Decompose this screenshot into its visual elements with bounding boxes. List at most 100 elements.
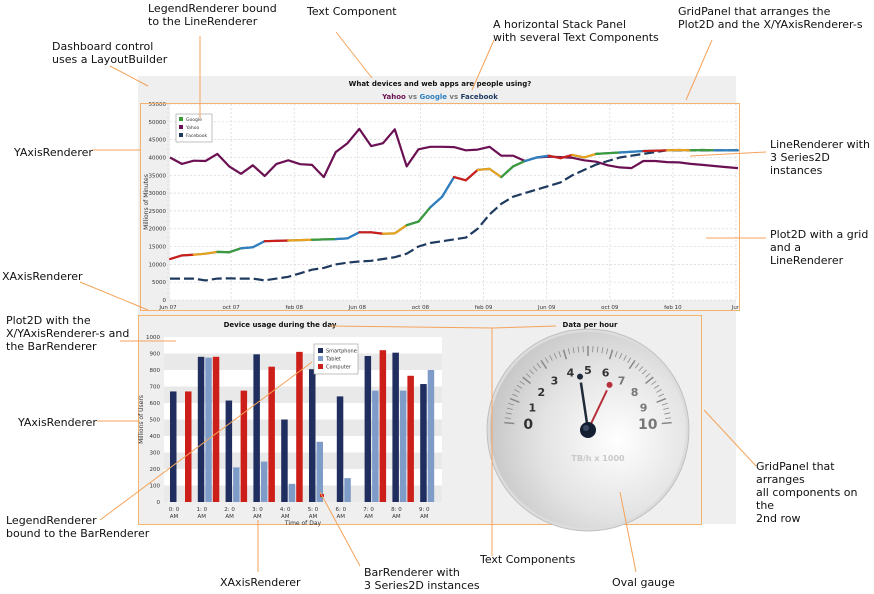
gauge-title: Data per hour [562,321,618,329]
bar-legend-label-smartphone: Smartphone [326,349,357,355]
line-xtick-label: Jun 07 [158,305,177,311]
line-legend-swatch-yahoo [179,125,183,129]
bar-ytick-label: 900 [150,352,161,358]
line-google-segment [606,151,621,155]
line-ytick-label: 10000 [149,262,167,268]
line-google-segment [559,153,574,160]
line-xtick-label: feb 09 [475,305,493,311]
gauge-tick [508,402,515,406]
annotation-gridpanel-bottom: GridPanel that arranges all components o… [756,460,858,525]
gridpanel-top-outline [140,103,740,311]
gauge-tick [645,373,651,378]
line-google-segment [571,153,586,159]
gauge-tick [661,421,672,425]
bar-smartphone-6 [336,396,344,502]
bar-computer-7 [379,350,387,502]
line-google-segment [417,206,432,223]
line-google-segment [180,253,195,257]
bar-legend-swatch-smartphone [318,348,323,353]
line-xtick-label: feb 10 [664,305,682,311]
line-ytick-label: 0 [163,298,167,304]
line-google-segment [630,149,645,153]
gauge-label-3: 3 [551,374,559,387]
bar-tablet-6 [344,478,351,502]
subtitle-yahoo: Yahoo [382,93,406,101]
gauge-label-10: 10 [638,417,658,433]
annotation-oval-gauge: Oval gauge [612,576,675,589]
gauge-label-7: 7 [618,374,626,387]
gauge-tick [601,347,604,354]
gauge-tick [656,397,667,403]
line-google-segment [429,195,444,209]
annotation-xaxis-top: XAxisRenderer [2,270,83,283]
line-series-yahoo [169,127,739,179]
gauge-tick [627,357,632,364]
gauge-tick [619,352,623,359]
gauge-tick [653,384,660,389]
annotation-stack-panel: A horizontal Stack Panel with several Te… [493,18,659,44]
bar-xtick-label: AM [420,514,429,520]
gauge-tick [506,407,513,410]
annotation-bar-renderer: BarRenderer with 3 Series2D instances [364,566,480,592]
bar-tablet-7 [372,390,379,502]
gauge-tick [558,351,562,358]
line-plot-area [170,104,738,300]
gauge-tick [511,393,518,397]
line-google-segment [168,254,183,261]
line-xtick-label: oct 07 [222,305,240,311]
gauge-tick [529,369,534,375]
line-ytick-label: 40000 [149,155,167,161]
bar-legend-label-computer: Computer [326,365,352,371]
gauge-tick [544,357,549,364]
line-google-segment [405,220,420,227]
subtitle-google: Google [419,93,447,101]
bar-xtick-label: AM [392,514,401,520]
gauge-label-2: 2 [538,386,546,399]
subtitle-vs-1: vs [405,93,420,101]
gauge-tick [509,397,520,403]
annotation-xaxis-bottom: XAxisRenderer [220,576,301,589]
line-google-segment [334,237,349,241]
gauge-tick [605,348,609,355]
gauge-tick [656,389,662,393]
line-legend-label-yahoo: Yahoo [185,125,199,131]
line-google-segment [500,165,515,179]
line-google-segment [476,167,491,172]
bar-xtick-label: 9: 0 [419,507,430,513]
gauge-tick [504,421,515,425]
dashboard-title: What devices and web apps are people usi… [348,80,532,88]
gauge-label-1: 1 [529,402,537,415]
line-ytick-label: 30000 [149,191,167,197]
gauge-label-8: 8 [631,386,639,399]
gauge-tick [661,402,668,406]
dashboard-subtitle: Yahoo vs Google vs Facebook [330,93,550,101]
bar-xtick-label: 5: 0 [308,507,319,513]
bar-xtick-label: AM [364,514,373,520]
line-ytick-label: 15000 [149,245,167,251]
line-google-segment [228,247,243,254]
line-google-segment [441,175,456,198]
gauge-label-4: 4 [567,367,575,380]
line-google-segment [192,252,207,256]
gauge-tick [642,369,647,375]
gauge-tick [663,407,670,410]
line-google-segment [547,154,562,160]
bar-xtick-label: 7: 0 [363,507,374,513]
gauge-needle-long-tip [577,373,584,380]
line-legend-label-facebook: Facebook [186,133,208,139]
line-google-segment [251,240,266,249]
bar-xtick-label: AM [309,514,318,520]
line-ytick-label: 25000 [149,209,167,215]
gauge-tick [532,366,538,372]
annotation-legend-line: LegendRenderer bound to the LineRenderer [148,2,277,28]
gauge-tick [504,417,511,420]
line-legend-label-google: Google [186,117,202,123]
line-ylabel: Millions of Minutes [143,174,150,230]
annotation-plot2d-bar: Plot2D with the X/YAxisRenderer-s and th… [6,314,130,353]
gauge-tick [567,348,571,355]
bar-xlabel: Time of Day [284,520,322,527]
gauge-label-5: 5 [584,364,592,377]
annotation-line-renderer: LineRenderer with 3 Series2D instances [770,138,870,177]
